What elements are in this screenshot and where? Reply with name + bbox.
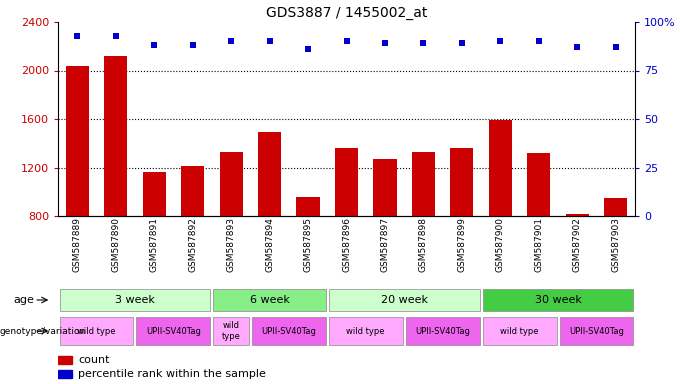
Text: count: count bbox=[78, 354, 109, 364]
Point bbox=[533, 38, 544, 45]
Text: 6 week: 6 week bbox=[250, 295, 290, 305]
Point bbox=[418, 40, 429, 46]
Bar bbox=[412, 152, 435, 216]
Text: UPII-SV40Tag: UPII-SV40Tag bbox=[146, 326, 201, 336]
Point bbox=[611, 44, 622, 50]
Point bbox=[226, 38, 237, 45]
Text: wild type: wild type bbox=[78, 326, 116, 336]
Point bbox=[572, 44, 583, 50]
Bar bbox=[220, 152, 243, 216]
Point bbox=[110, 33, 121, 39]
Point bbox=[456, 40, 467, 46]
Bar bbox=[60, 289, 210, 311]
Point bbox=[149, 42, 160, 48]
Text: percentile rank within the sample: percentile rank within the sample bbox=[78, 369, 266, 379]
Bar bbox=[252, 317, 326, 345]
Bar bbox=[214, 289, 326, 311]
Bar bbox=[489, 120, 512, 216]
Bar bbox=[296, 197, 320, 216]
Bar bbox=[329, 289, 479, 311]
Point bbox=[303, 46, 313, 52]
Bar bbox=[58, 356, 73, 364]
Bar bbox=[450, 148, 473, 216]
Bar bbox=[60, 317, 133, 345]
Point bbox=[72, 33, 83, 39]
Bar bbox=[373, 159, 396, 216]
Bar bbox=[143, 172, 166, 216]
Bar bbox=[104, 56, 127, 216]
Bar bbox=[527, 153, 550, 216]
Bar bbox=[605, 198, 628, 216]
Point bbox=[495, 38, 506, 45]
Text: UPII-SV40Tag: UPII-SV40Tag bbox=[569, 326, 624, 336]
Text: age: age bbox=[14, 295, 35, 305]
Point bbox=[187, 42, 198, 48]
Bar bbox=[66, 66, 89, 216]
Text: 20 week: 20 week bbox=[381, 295, 428, 305]
Text: genotype/variation: genotype/variation bbox=[0, 326, 86, 336]
Text: 3 week: 3 week bbox=[115, 295, 155, 305]
Text: wild type: wild type bbox=[500, 326, 539, 336]
Bar bbox=[137, 317, 210, 345]
Bar bbox=[329, 317, 403, 345]
Point bbox=[379, 40, 390, 46]
Text: wild
type: wild type bbox=[222, 321, 241, 341]
Bar bbox=[566, 214, 589, 216]
Bar bbox=[483, 289, 634, 311]
Bar bbox=[483, 317, 556, 345]
Text: 30 week: 30 week bbox=[534, 295, 581, 305]
Point bbox=[341, 38, 352, 45]
Bar bbox=[560, 317, 634, 345]
Bar bbox=[181, 166, 204, 216]
Text: UPII-SV40Tag: UPII-SV40Tag bbox=[415, 326, 470, 336]
Point bbox=[264, 38, 275, 45]
Bar bbox=[214, 317, 249, 345]
Text: wild type: wild type bbox=[347, 326, 385, 336]
Title: GDS3887 / 1455002_at: GDS3887 / 1455002_at bbox=[266, 6, 427, 20]
Bar bbox=[58, 370, 73, 377]
Bar bbox=[258, 132, 281, 216]
Bar bbox=[406, 317, 479, 345]
Text: UPII-SV40Tag: UPII-SV40Tag bbox=[261, 326, 316, 336]
Bar bbox=[335, 148, 358, 216]
